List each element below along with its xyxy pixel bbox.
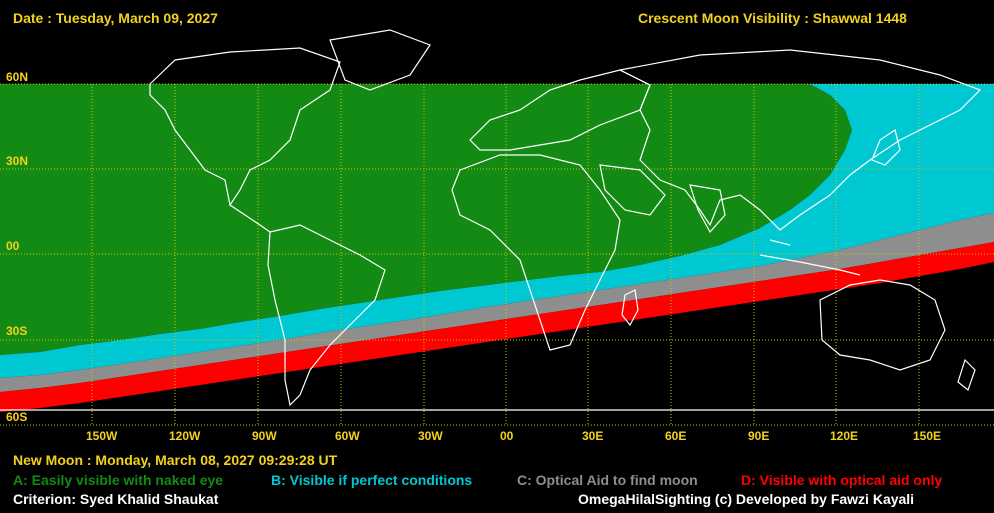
coastline-path	[957, 358, 976, 391]
coastline-path	[871, 129, 901, 166]
coastline-path	[759, 239, 861, 276]
coastline-path	[819, 279, 946, 371]
lon-label-90w: 90W	[252, 429, 277, 443]
coastline-path	[618, 49, 982, 231]
credit-label: OmegaHilalSighting (c) Developed by Fawz…	[578, 491, 915, 507]
zone-a-area	[0, 84, 852, 355]
lon-label-120e: 120E	[830, 429, 859, 443]
lon-label-120w: 120W	[169, 429, 201, 443]
coastline-path	[229, 204, 271, 233]
zone-b-area	[0, 84, 994, 378]
lon-label-60e: 60E	[665, 429, 687, 443]
lat-label-60s: 60S	[6, 410, 28, 424]
lon-label-150w: 150W	[86, 429, 118, 443]
coastline-path	[451, 154, 621, 351]
lon-label-30e: 30E	[582, 429, 604, 443]
coastline-path	[267, 224, 386, 407]
coastline-path	[621, 289, 639, 327]
lon-label-30w: 30W	[418, 429, 443, 443]
zone-d-area	[0, 242, 994, 412]
coastline-path	[329, 29, 431, 91]
map-title: Crescent Moon Visibility : Shawwal 1448	[638, 10, 907, 26]
visibility-zones	[0, 84, 994, 412]
lon-label-90e: 90E	[748, 429, 770, 443]
lat-label-60n: 60N	[6, 70, 29, 84]
lat-label-30n: 30N	[6, 154, 29, 168]
legend-zone-b: B: Visible if perfect conditions	[271, 472, 473, 488]
lon-label-00: 00	[500, 429, 514, 443]
date-label: Date : Tuesday, March 09, 2027	[13, 10, 218, 26]
legend-zone-c: C: Optical Aid to find moon	[517, 472, 698, 488]
coastline-path	[689, 184, 726, 234]
new-moon-label: New Moon : Monday, March 08, 2027 09:29:…	[13, 452, 338, 468]
lat-lon-grid	[0, 83, 994, 426]
coastline-path	[599, 164, 666, 216]
coastline-path	[149, 47, 341, 207]
legend-zone-a: A: Easily visible with naked eye	[13, 472, 224, 488]
lon-label-150e: 150E	[913, 429, 942, 443]
zone-c-area	[0, 213, 994, 392]
coastlines	[0, 29, 994, 411]
legend-zone-d: D: Visible with optical aid only	[741, 472, 943, 488]
criterion-label: Criterion: Syed Khalid Shaukat	[13, 491, 219, 507]
lon-label-60w: 60W	[335, 429, 360, 443]
lat-label-30s: 30S	[6, 324, 28, 338]
lat-label-equator: 00	[6, 239, 20, 253]
